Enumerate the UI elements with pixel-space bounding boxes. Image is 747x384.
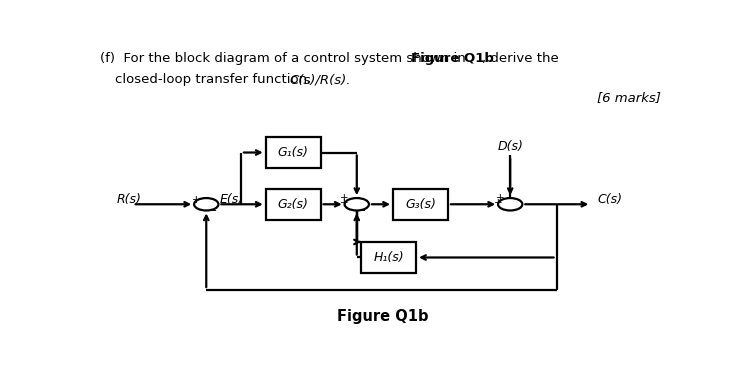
Text: R(s): R(s) (117, 193, 141, 206)
Text: +: + (341, 193, 349, 203)
Text: E(s): E(s) (220, 193, 244, 206)
Circle shape (344, 198, 369, 210)
Text: G₁(s): G₁(s) (278, 146, 309, 159)
Text: −: − (357, 206, 367, 216)
Text: [6 marks]: [6 marks] (597, 91, 661, 104)
Text: −: − (208, 206, 217, 216)
Text: Figure Q1b: Figure Q1b (411, 52, 494, 65)
Text: , derive the: , derive the (483, 52, 560, 65)
Text: C(s): C(s) (597, 193, 622, 206)
Text: D(s): D(s) (498, 139, 523, 152)
Bar (266, 137, 320, 168)
Circle shape (194, 198, 218, 210)
Bar (361, 242, 416, 273)
Text: (f)  For the block diagram of a control system shown in: (f) For the block diagram of a control s… (100, 52, 471, 65)
Text: closed-loop transfer function,: closed-loop transfer function, (115, 73, 316, 86)
Text: Figure Q1b: Figure Q1b (337, 309, 429, 324)
Text: G₃(s): G₃(s) (405, 198, 436, 211)
Bar (393, 189, 448, 220)
Text: +: + (193, 195, 201, 205)
Text: H₁(s): H₁(s) (374, 251, 404, 264)
Text: G₂(s): G₂(s) (278, 198, 309, 211)
Text: +: + (494, 199, 502, 209)
Text: +: + (496, 193, 505, 203)
Text: +: + (341, 199, 349, 209)
Bar (266, 189, 320, 220)
Circle shape (498, 198, 522, 210)
Text: C(s)/R(s).: C(s)/R(s). (289, 73, 350, 86)
